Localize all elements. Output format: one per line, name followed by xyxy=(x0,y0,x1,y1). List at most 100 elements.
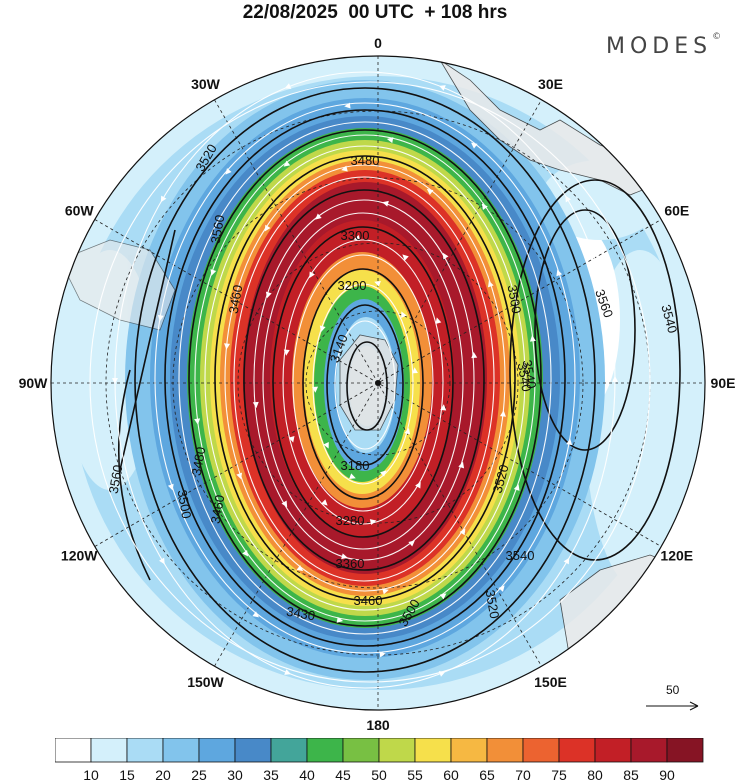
longitude-label-150e: 150E xyxy=(534,674,567,690)
streamline-arrow xyxy=(439,593,447,600)
vector-reference-label: 50 xyxy=(666,683,680,697)
longitude-label-60w: 60W xyxy=(65,203,95,219)
streamline-arrow xyxy=(210,269,217,276)
streamline-arrow xyxy=(281,500,288,508)
south-pole-marker xyxy=(375,380,381,386)
wind-speed-colorbar: 10 15 20 25 30 35 40 45 50 55 60 65 70 75 80 85 90 xyxy=(55,738,704,782)
longitude-label-120w: 120W xyxy=(61,548,98,564)
contour-label: 3500 xyxy=(505,284,525,315)
streamline-arrow xyxy=(401,311,407,319)
streamline-arrow xyxy=(336,616,344,623)
colorbar-label: 90 xyxy=(659,767,675,782)
streamline-arrow xyxy=(382,200,389,207)
colorbar-label: 70 xyxy=(515,767,531,782)
streamline-arrow xyxy=(315,213,322,220)
longitude-label-30e: 30E xyxy=(538,76,563,92)
streamline-arrow xyxy=(402,254,409,261)
contour-label: 3460 xyxy=(354,593,383,608)
longitude-label-30w: 30W xyxy=(191,76,221,92)
colorbar-box xyxy=(414,738,452,763)
longitude-labels: 0 30E 60E 90E 120E 150E 180 150W 120W 90W 60W 30W xyxy=(19,35,736,733)
streamline-arrow xyxy=(225,168,232,175)
streamline-arrow xyxy=(283,160,291,167)
longitude-label-180: 180 xyxy=(366,717,390,733)
colorbar-box xyxy=(378,738,416,763)
streamline-arrow xyxy=(440,404,447,411)
streamline-arrow xyxy=(343,283,351,290)
map-border xyxy=(50,55,706,711)
colorbar-label: 75 xyxy=(551,767,567,782)
colorbar-box xyxy=(342,738,380,763)
streamline-arrow xyxy=(312,386,319,393)
contour-label: 3520 xyxy=(490,463,512,495)
longitude-label-120e: 120E xyxy=(660,548,693,564)
colorbar-label: 60 xyxy=(443,767,459,782)
longitude-label-90e: 90E xyxy=(711,375,736,391)
contour-label: 3200 xyxy=(338,278,367,293)
streamline-arrow xyxy=(386,137,394,144)
streamline-arrow xyxy=(252,401,259,409)
streamline-arrow xyxy=(415,481,421,489)
streamline-arrow xyxy=(404,427,411,435)
colorbar-box xyxy=(522,738,560,763)
longitude-label-0: 0 xyxy=(374,35,382,51)
streamline-arrow xyxy=(111,378,118,385)
streamline-arrow xyxy=(442,252,449,260)
streamline-arrow xyxy=(167,483,174,491)
streamline-arrow xyxy=(321,499,328,506)
streamline-arrow xyxy=(264,224,271,232)
colorbar-label: 45 xyxy=(335,767,351,782)
colorbar-box xyxy=(55,738,92,763)
streamline-arrow xyxy=(265,291,272,299)
vector-reference xyxy=(646,701,699,711)
contour-label: 3360 xyxy=(336,556,365,571)
colorbar-label: 65 xyxy=(479,767,495,782)
colorbar-labels: 10 15 20 25 30 35 40 45 50 55 60 65 70 75 80 85 90 xyxy=(83,767,675,782)
colorbar-box xyxy=(594,738,632,763)
map-title: 22/08/2025 00 UTC + 108 hrs xyxy=(242,2,508,23)
streamline-arrow xyxy=(379,470,387,477)
streamline-arrow xyxy=(160,195,167,203)
colorbar-label: 15 xyxy=(119,767,135,782)
streamline-arrow xyxy=(435,317,442,324)
streamline-arrow xyxy=(236,472,243,480)
streamline-arrow xyxy=(344,102,351,109)
streamline-arrow xyxy=(471,351,478,359)
longitude-label-90w: 90W xyxy=(19,375,49,391)
contour-label: 3280 xyxy=(336,513,365,528)
streamline-arrow xyxy=(513,484,520,491)
colorbar-label: 25 xyxy=(191,767,207,782)
streamline-arrow xyxy=(566,438,573,446)
colorbar-box xyxy=(270,738,308,763)
streamline-arrow xyxy=(319,325,326,333)
contour-label: 3500 xyxy=(175,489,195,520)
streamline-arrow xyxy=(459,528,466,536)
longitude-label-60e: 60E xyxy=(664,203,689,219)
streamline-arrow xyxy=(159,557,165,565)
streamline-arrow xyxy=(379,651,386,658)
streamline-arrow xyxy=(349,473,356,479)
colorbar-box xyxy=(90,738,128,763)
colorbar-box xyxy=(630,738,668,763)
colorbar-box xyxy=(306,738,344,763)
streamline-arrow xyxy=(252,611,259,618)
contour-label: 3540 xyxy=(520,359,540,390)
colorbar-label: 55 xyxy=(407,767,423,782)
reference-arrow-head xyxy=(689,701,699,711)
streamline-arrow xyxy=(242,549,249,557)
contour-label: 3540 xyxy=(658,303,680,335)
streamline-arrow xyxy=(500,410,506,417)
wind-arrows xyxy=(111,83,619,677)
contour-label: 3480 xyxy=(189,446,209,477)
streamline-arrow xyxy=(498,585,505,592)
streamline-arrow xyxy=(224,343,230,350)
streamline-arrow xyxy=(369,519,377,525)
streamline-arrow xyxy=(284,83,292,89)
modes-logo: MODES© xyxy=(606,32,721,59)
streamline-arrow xyxy=(426,188,434,195)
colorbar-label: 80 xyxy=(587,767,603,782)
streamline-arrow xyxy=(408,540,415,547)
